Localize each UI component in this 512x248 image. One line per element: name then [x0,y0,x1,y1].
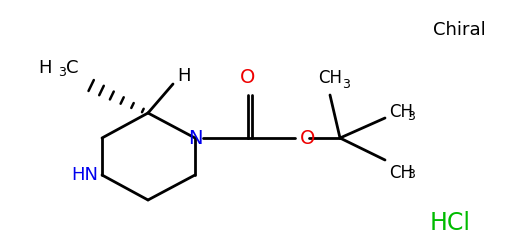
Text: CH: CH [389,103,413,121]
Text: HCl: HCl [430,211,471,235]
Text: Chiral: Chiral [433,21,485,39]
Text: O: O [300,128,315,148]
Text: N: N [188,128,202,148]
Text: 3: 3 [342,78,350,91]
Text: 3: 3 [407,110,415,123]
Text: O: O [240,68,255,87]
Text: 3: 3 [58,66,66,80]
Text: 3: 3 [407,168,415,181]
Text: C: C [66,59,78,77]
Text: CH: CH [389,164,413,182]
Text: H: H [38,59,52,77]
Text: H: H [177,67,190,85]
Text: HN: HN [71,166,98,184]
Text: CH: CH [318,69,342,87]
